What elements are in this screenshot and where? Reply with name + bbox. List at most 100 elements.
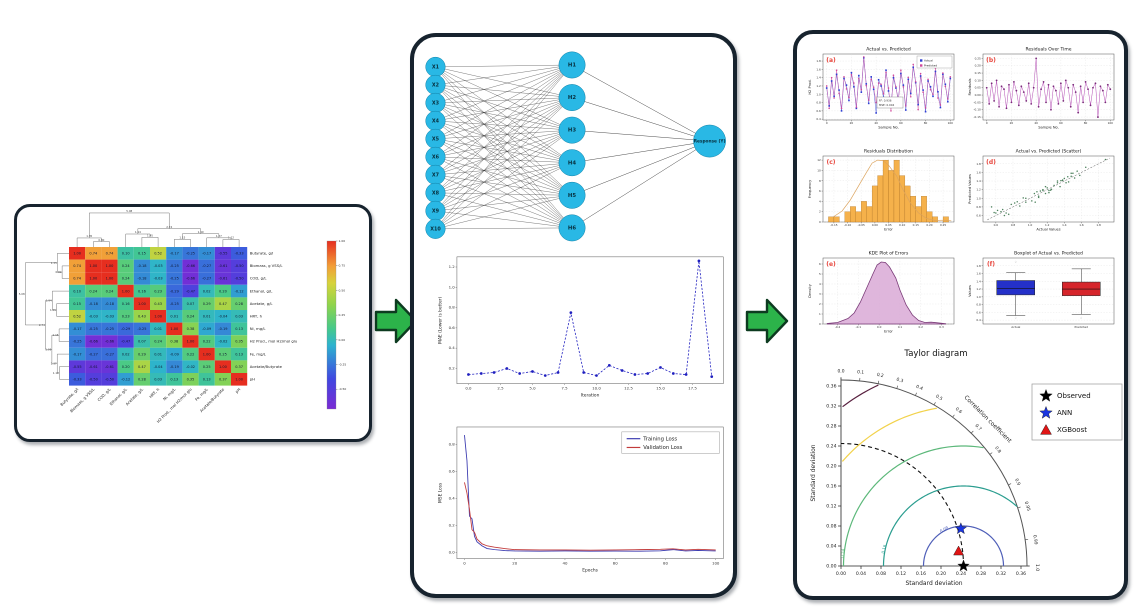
panel-heatmap: 1.00 0.74 0.74 0.10 0.15 0.52 -0.17 -0.25 -0.17 -… <box>14 204 372 442</box>
svg-text:(e): (e) <box>826 261 836 268</box>
svg-text:0.25: 0.25 <box>339 313 346 317</box>
svg-text:-0.10: -0.10 <box>974 108 981 112</box>
svg-text:0.8: 0.8 <box>449 442 456 447</box>
correlation-axis: 0.0 0.1 0.2 0.3 0.4 0.5 0.6 0.7 0.8 0.9 0.95 0.99 1.… <box>838 369 1040 572</box>
svg-text:-0.61: -0.61 <box>218 264 227 268</box>
svg-text:-0.02: -0.02 <box>218 340 227 344</box>
svg-text:-0.18: -0.18 <box>137 277 146 281</box>
svg-text:0.3: 0.3 <box>939 325 944 329</box>
svg-text:0.2: 0.2 <box>876 372 884 379</box>
subplot-residuals-distribution: -0.15 -0.10 -0.05 0.00 0.05 0.10 0.15 0.20 0.25 0… <box>808 149 955 232</box>
svg-text:0.2: 0.2 <box>919 325 924 329</box>
svg-text:-0.66: -0.66 <box>186 264 195 268</box>
svg-text:1.4: 1.4 <box>976 279 981 283</box>
svg-text:2: 2 <box>819 302 821 306</box>
svg-text:0.22: 0.22 <box>203 340 211 344</box>
svg-text:-0.12: -0.12 <box>235 289 244 293</box>
svg-text:Boxplot of Actual vs. Predicte: Boxplot of Actual vs. Predicted <box>1014 251 1083 257</box>
colorbar: 1.00 0.75 0.50 0.25 0.00 -0.25 -0.50 <box>326 239 346 410</box>
svg-text:0.24: 0.24 <box>89 289 98 293</box>
svg-text:-0.09: -0.09 <box>170 352 179 356</box>
svg-text:0.6: 0.6 <box>449 325 456 330</box>
arrow-right-icon <box>374 298 418 344</box>
svg-text:5.0: 5.0 <box>529 386 536 391</box>
svg-text:Residuals Over Time: Residuals Over Time <box>1025 47 1071 53</box>
svg-text:Density: Density <box>808 283 812 298</box>
svg-text:1.00: 1.00 <box>187 340 195 344</box>
svg-text:0.24: 0.24 <box>187 315 196 319</box>
svg-text:-0.18: -0.18 <box>137 264 146 268</box>
subplot-residuals-over-time: 0 20 40 60 80 100 -0.15 -0.10 -0.05 0.00 0.05 0.10 0… <box>968 47 1115 130</box>
svg-text:20: 20 <box>512 561 517 566</box>
svg-text:1.8: 1.8 <box>976 162 981 166</box>
svg-text:0.20: 0.20 <box>936 571 946 577</box>
svg-text:0.28: 0.28 <box>138 378 146 382</box>
svg-text:-0.17: -0.17 <box>170 252 179 256</box>
svg-text:1.2: 1.2 <box>816 84 821 88</box>
svg-text:0.8: 0.8 <box>976 303 981 307</box>
svg-text:Iteration: Iteration <box>581 392 600 398</box>
svg-text:5.08: 5.08 <box>19 292 25 296</box>
svg-text:1.6: 1.6 <box>816 67 821 71</box>
svg-text:Taylor diagram: Taylor diagram <box>903 349 967 359</box>
svg-text:0: 0 <box>463 561 466 566</box>
svg-text:0.8: 0.8 <box>816 101 821 105</box>
svg-text:10.0: 10.0 <box>592 386 601 391</box>
svg-text:-0.09: -0.09 <box>202 327 211 331</box>
svg-text:0.16: 0.16 <box>138 289 146 293</box>
svg-text:0.75: 0.75 <box>339 264 346 268</box>
svg-text:0.00: 0.00 <box>826 564 836 570</box>
svg-text:Actual Values: Actual Values <box>1036 228 1060 232</box>
svg-text:20: 20 <box>1010 121 1014 125</box>
svg-text:KDE Plot of Errors: KDE Plot of Errors <box>869 251 909 257</box>
svg-text:0.6: 0.6 <box>994 223 999 227</box>
svg-text:0.6: 0.6 <box>954 406 963 415</box>
svg-text:0: 0 <box>819 220 821 224</box>
svg-text:-0.15: -0.15 <box>974 115 981 119</box>
svg-text:0.15: 0.15 <box>73 302 81 306</box>
svg-text:1.0: 1.0 <box>1028 223 1033 227</box>
svg-text:0.08: 0.08 <box>939 525 950 534</box>
svg-text:X10: X10 <box>430 226 441 232</box>
svg-text:-0.47: -0.47 <box>121 340 130 344</box>
svg-text:pH: pH <box>234 387 241 394</box>
svg-text:0.24: 0.24 <box>956 571 966 577</box>
svg-text:0.20: 0.20 <box>926 223 932 227</box>
svg-text:Sample No.: Sample No. <box>1038 126 1059 130</box>
svg-text:1.8: 1.8 <box>1096 223 1101 227</box>
svg-text:0.8: 0.8 <box>976 205 981 209</box>
svg-text:0.6: 0.6 <box>976 214 981 218</box>
svg-text:Acetate, g/L: Acetate, g/L <box>124 386 144 406</box>
svg-text:0.9: 0.9 <box>1013 478 1022 487</box>
svg-text:Residuals: Residuals <box>968 78 972 95</box>
legend: Observed ANN XGBoost <box>1031 383 1123 441</box>
svg-text:0.6: 0.6 <box>976 310 981 314</box>
svg-text:0.1: 0.1 <box>857 369 865 376</box>
svg-text:-0.47: -0.47 <box>186 289 195 293</box>
svg-text:X1: X1 <box>432 64 440 70</box>
svg-text:0.25: 0.25 <box>975 56 981 60</box>
svg-text:1.0: 1.0 <box>976 295 981 299</box>
svg-text:pH: pH <box>250 377 255 382</box>
svg-text:1: 1 <box>819 312 821 316</box>
svg-text:Standard deviation: Standard deviation <box>810 444 817 501</box>
svg-text:Actual vs. Predicted (Scatter): Actual vs. Predicted (Scatter) <box>1016 149 1082 155</box>
svg-text:0.38: 0.38 <box>187 327 195 331</box>
svg-text:0.95: 0.95 <box>1023 501 1032 512</box>
svg-text:X2: X2 <box>432 82 439 88</box>
svg-text:0: 0 <box>826 121 828 125</box>
svg-text:0.24: 0.24 <box>106 289 115 293</box>
svg-text:0.32: 0.32 <box>826 404 836 410</box>
svg-text:XGBoost: XGBoost <box>1057 426 1087 434</box>
svg-text:-0.27: -0.27 <box>89 352 98 356</box>
svg-text:0.43: 0.43 <box>138 315 146 319</box>
svg-text:0.05: 0.05 <box>885 223 891 227</box>
svg-text:Error: Error <box>884 330 893 334</box>
svg-text:0.10: 0.10 <box>122 252 130 256</box>
svg-text:Frequency: Frequency <box>808 179 812 198</box>
svg-text:0.05: 0.05 <box>975 86 981 90</box>
svg-text:0.15: 0.15 <box>138 252 146 256</box>
svg-text:17.5: 17.5 <box>688 386 697 391</box>
